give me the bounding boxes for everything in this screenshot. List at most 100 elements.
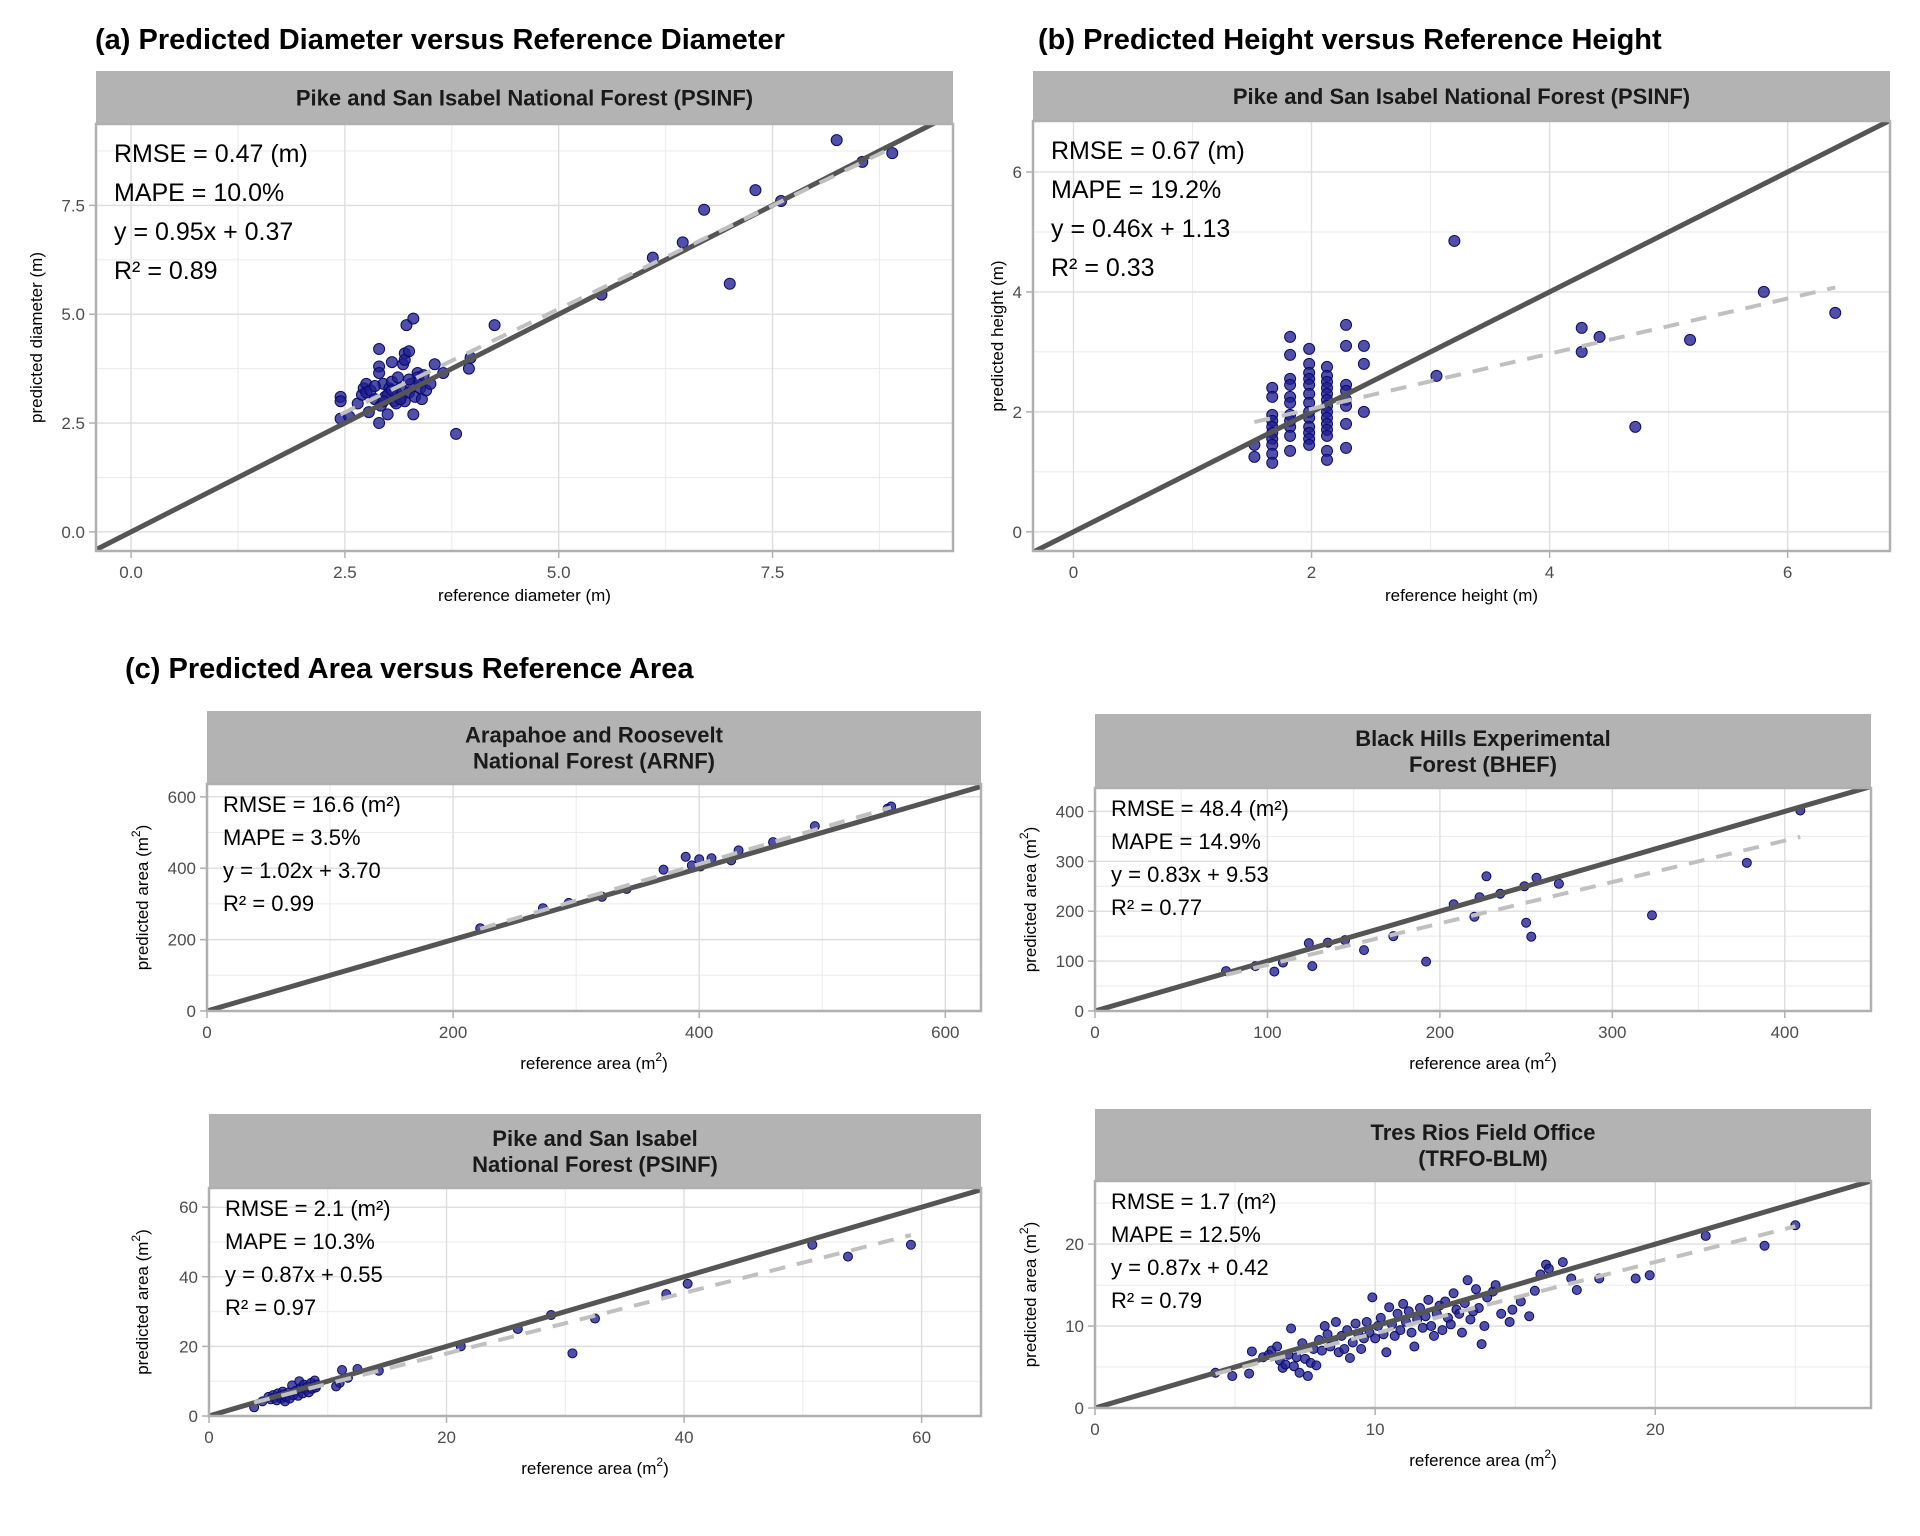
y-axis-title: predicted area (m2) [1017,1222,1040,1368]
facet-strip-title-line: National Forest (ARNF) [473,749,715,774]
stats-annotation: y = 0.87x + 0.42 [1111,1255,1269,1280]
y-tick-label: 0 [1075,1399,1084,1418]
stats-annotation: R² = 0.89 [114,257,218,285]
data-point [1227,1371,1238,1382]
chart-panel-height: Pike and San Isabel National Forest (PSI… [988,71,1892,605]
stats-annotation: R² = 0.79 [1111,1288,1202,1313]
x-tick-label: 6 [1783,563,1792,582]
data-point [1340,339,1353,352]
facet-strip-title-line: Forest (BHEF) [1409,752,1557,777]
data-point [1284,429,1297,442]
x-tick-label: 600 [931,1023,959,1042]
facet-strip-title-line: Arapahoe and Roosevelt [465,723,724,748]
fitted-regression-line [1214,1224,1796,1376]
x-tick-label: 4 [1545,563,1554,582]
x-tick-label: 0 [1090,1420,1099,1439]
data-point [1316,1345,1327,1356]
data-point [749,184,762,197]
data-point [403,373,416,386]
facet-strip [209,1114,981,1188]
y-tick-label: 6 [1013,163,1022,182]
data-point [1280,1359,1291,1370]
data-point [1557,1257,1568,1268]
panel-border [1093,1179,1873,1410]
y-tick-label: 300 [1056,852,1084,871]
data-point [830,134,843,147]
data-point [1340,318,1353,331]
stats-annotation: MAPE = 12.5% [1111,1222,1261,1247]
data-point [337,1365,348,1376]
y-tick-label: 2.5 [61,414,85,433]
data-point [1266,456,1279,469]
data-point [1302,1371,1313,1382]
one-to-one-line [1033,121,1890,551]
stats-annotation: y = 0.95x + 0.37 [114,218,293,246]
stats-annotation: RMSE = 1.7 (m²) [1111,1189,1277,1214]
data-point [1629,420,1642,433]
data-point [1340,417,1353,430]
facet-strip-title: Pike and San Isabel National Forest (PSI… [296,86,753,111]
data-point [407,312,420,325]
x-axis-title: reference area (m2) [520,1050,667,1073]
data-point [658,864,669,875]
data-point [428,358,441,371]
data-point [1244,1368,1255,1379]
data-point [1473,1303,1484,1314]
data-point [1319,1321,1330,1332]
data-point [391,371,404,384]
y-tick-label: 100 [1056,952,1084,971]
data-point [1284,444,1297,457]
stats-annotation: R² = 0.33 [1051,254,1155,282]
lines-layer [207,784,981,1011]
stats-annotation: MAPE = 3.5% [223,825,361,850]
data-point [1356,1343,1367,1354]
y-tick-label: 0 [1075,1002,1084,1021]
data-point [1357,339,1370,352]
facet-strip [96,71,953,124]
lines-layer [1095,1181,1871,1408]
stats-annotation: R² = 0.77 [1111,895,1202,920]
data-point [1481,871,1492,882]
data-point [373,366,386,379]
data-point [1406,1327,1417,1338]
y-axis-title: predicted diameter (m) [27,252,46,423]
data-point [682,1278,693,1289]
data-point [1284,348,1297,361]
panel-border [205,782,983,1013]
x-tick-label: 100 [1253,1023,1281,1042]
x-tick-label: 10 [1366,1420,1385,1439]
stats-annotation: R² = 0.97 [225,1295,316,1320]
data-point [381,408,394,421]
data-point [1496,1308,1507,1319]
data-point [1430,369,1443,382]
data-point [1284,378,1297,391]
stats-annotation: RMSE = 48.4 (m²) [1111,796,1289,821]
one-to-one-line [96,124,938,551]
facet-strip-title-line: National Forest (PSINF) [472,1152,718,1177]
data-point [407,408,420,421]
data-point [1646,910,1657,921]
fitted-regression-line [1253,285,1836,425]
data-point [1524,1311,1535,1322]
x-tick-label: 0.0 [119,563,143,582]
data-point [1339,1343,1350,1354]
data-point [1246,1346,1257,1357]
data-point [1504,1316,1515,1327]
data-point [488,319,501,332]
data-point [1529,1285,1540,1296]
stats-annotation: y = 0.87x + 0.55 [225,1262,383,1287]
x-tick-label: 0 [1069,563,1078,582]
data-point [842,1251,853,1262]
data-point [1330,1316,1341,1327]
data-point [1630,1273,1641,1284]
data-point [1359,945,1370,956]
y-tick-label: 4 [1013,283,1022,302]
lines-layer [209,1188,981,1416]
y-tick-label: 40 [179,1268,198,1287]
stats-annotation: RMSE = 0.67 (m) [1051,137,1245,165]
data-point [1320,429,1333,442]
data-point [1311,1360,1322,1371]
one-to-one-line [1095,788,1871,1011]
